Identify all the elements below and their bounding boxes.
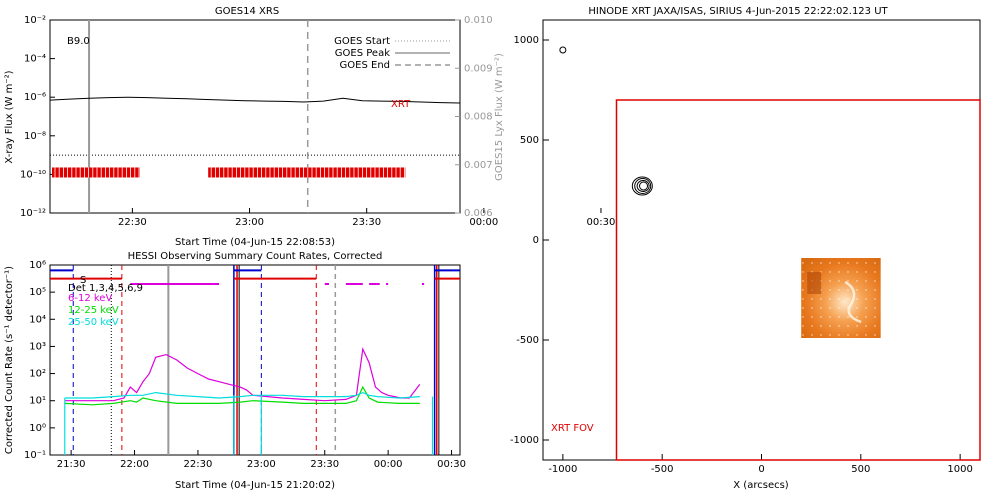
- goes-ytick-label: 10⁻¹²: [20, 208, 46, 219]
- hessi-legend-25-50: 25-50 keV: [68, 317, 119, 328]
- hessi-ytick-label: 10⁴: [29, 314, 46, 325]
- goes-frame: [49, 19, 461, 214]
- goes-ytick-right-label: 0.009: [464, 63, 493, 74]
- goes-axis-ticks: 22:30 23:00 23:30 00:00 00:30 10⁻² 10⁻⁴ 10⁻⁶ 10⁻…: [20, 15, 615, 228]
- hessi-legend-6-12: 6-12 keV: [68, 293, 112, 304]
- goes-xtick-label: 22:30: [118, 217, 147, 228]
- goes-legend-peak: GOES Peak: [335, 48, 390, 59]
- hessi-series-6-12-keV: [64, 346, 421, 402]
- goes-data: [49, 20, 461, 213]
- xrt-contour: [636, 180, 650, 192]
- hessi-ytick-label: 10⁰: [29, 423, 46, 434]
- hessi-xtick-label: 00:00: [374, 459, 403, 470]
- goes-red-bar: [208, 167, 406, 178]
- hessi-xtick-label: 21:30: [57, 459, 86, 470]
- hessi-xtick-label: 00:30: [437, 459, 466, 470]
- hessi-legend-det: Det 1,3,4,5,6,9: [68, 283, 143, 294]
- hessi-ytick-label: 10¹: [29, 396, 46, 407]
- goes-xtick-label: 00:00: [469, 217, 498, 228]
- goes-ylabel-right: GOES15 Lyx Flux (W m⁻²): [494, 53, 505, 181]
- xrt-solar-image-loop: [844, 280, 862, 324]
- hessi-blue-label: S: [80, 275, 86, 286]
- goes-xlabel: Start Time (04-Jun-15 22:08:53): [175, 237, 335, 248]
- goes-xrt-label: XRT: [391, 99, 411, 110]
- goes-xtick-label: 00:30: [587, 217, 616, 228]
- goes-ytick-right-label: 0.010: [464, 15, 493, 26]
- hessi-ylabel: Corrected Count Rate (s⁻¹ detector⁻¹): [4, 266, 15, 454]
- xrt-title: HINODE XRT JAXA/ISAS, SIRIUS 4-Jun-2015 …: [588, 6, 888, 17]
- xrt-contour: [631, 176, 653, 196]
- hessi-xtick-label: 23:30: [310, 459, 339, 470]
- hessi-data: [50, 265, 460, 455]
- goes-ytick-label: 10⁻²: [24, 15, 46, 26]
- xrt-marker-circle: [559, 46, 567, 54]
- hessi-axis-ticks: 21:30 22:00 22:30 23:00 23:30 00:00 00:30 10⁶ 10…: [24, 260, 466, 470]
- hessi-ytick-label: 10⁶: [29, 260, 46, 271]
- xrt-xlabel: X (arcsecs): [733, 480, 789, 491]
- xrt-panel: HINODE XRT JAXA/ISAS, SIRIUS 4-Jun-2015 …: [510, 6, 981, 491]
- goes-panel: GOES14 XRS 22:30 23:00 23:30 00:00 00:30 10⁻²…: [4, 6, 615, 248]
- xrt-xtick-label: -500: [651, 464, 674, 475]
- goes-flux-series: [49, 96, 461, 104]
- hessi-series-25-50-keV: [64, 391, 420, 399]
- xrt-contour: [634, 178, 652, 194]
- xrt-axis-ticks: -1000 -500 0 500 1000 1000 500 0 -500 -1000: [510, 35, 973, 475]
- xrt-solar-image-dark-region: [807, 272, 822, 294]
- goes-class-label: B9.0: [67, 36, 90, 47]
- goes-ytick-right-label: 0.007: [464, 160, 493, 171]
- goes-ylabel-left: X-ray Flux (W m⁻²): [4, 70, 15, 163]
- goes-ytick-right-label: 0.008: [464, 112, 493, 123]
- goes-legend: GOES Start GOES Peak GOES End: [334, 36, 450, 71]
- goes-ytick-label: 10⁻⁴: [24, 54, 46, 65]
- hessi-title: HESSI Observing Summary Count Rates, Cor…: [128, 251, 383, 262]
- xrt-fov-label: XRT FOV: [551, 423, 594, 434]
- goes-red-bar: [52, 167, 140, 178]
- xrt-xtick-label: 1000: [947, 464, 972, 475]
- hessi-legend: S Det 1,3,4,5,6,9 6-12 keV 12-25 keV 25-…: [68, 275, 143, 328]
- hessi-xtick-label: 22:00: [120, 459, 149, 470]
- hessi-ytick-label: 10³: [29, 341, 46, 352]
- hessi-ytick-label: 10⁻¹: [24, 450, 46, 461]
- goes-ytick-label: 10⁻⁶: [24, 92, 46, 103]
- goes-ytick-label: 10⁻⁸: [24, 131, 46, 142]
- xrt-fov-box: [615, 99, 981, 461]
- xrt-data: [559, 46, 981, 461]
- goes-title: GOES14 XRS: [215, 6, 279, 17]
- hessi-ytick-label: 10²: [29, 369, 46, 380]
- goes-ytick-label: 10⁻¹⁰: [20, 169, 46, 180]
- hessi-frame: [49, 264, 461, 456]
- xrt-solar-image-grid: [801, 258, 881, 338]
- xrt-ytick-label: 0: [533, 235, 539, 246]
- xrt-xtick-label: -1000: [548, 464, 577, 475]
- goes-legend-start: GOES Start: [334, 36, 390, 47]
- xrt-ytick-label: 1000: [514, 35, 539, 46]
- goes-ytick-right-label: 0.006: [464, 208, 493, 219]
- hessi-legend-12-25: 12-25 keV: [68, 305, 119, 316]
- hessi-xlabel: Start Time (04-Jun-15 21:20:02): [175, 480, 335, 491]
- hessi-panel: HESSI Observing Summary Count Rates, Cor…: [4, 251, 466, 491]
- hessi-xtick-label: 22:30: [184, 459, 213, 470]
- xrt-ytick-label: -1000: [510, 435, 539, 446]
- xrt-ytick-label: -500: [516, 335, 539, 346]
- hessi-ytick-label: 10⁵: [29, 287, 46, 298]
- xrt-ytick-label: 500: [520, 135, 539, 146]
- goes-xtick-label: 23:30: [352, 217, 381, 228]
- goes-xtick-label: 23:00: [235, 217, 264, 228]
- hessi-xtick-label: 23:00: [247, 459, 276, 470]
- xrt-xtick-label: 0: [758, 464, 764, 475]
- goes-legend-end: GOES End: [340, 60, 390, 71]
- hessi-series-12-25-keV: [64, 385, 420, 406]
- xrt-frame: [542, 19, 981, 461]
- xrt-xtick-label: 500: [851, 464, 870, 475]
- xrt-contour: [639, 181, 649, 191]
